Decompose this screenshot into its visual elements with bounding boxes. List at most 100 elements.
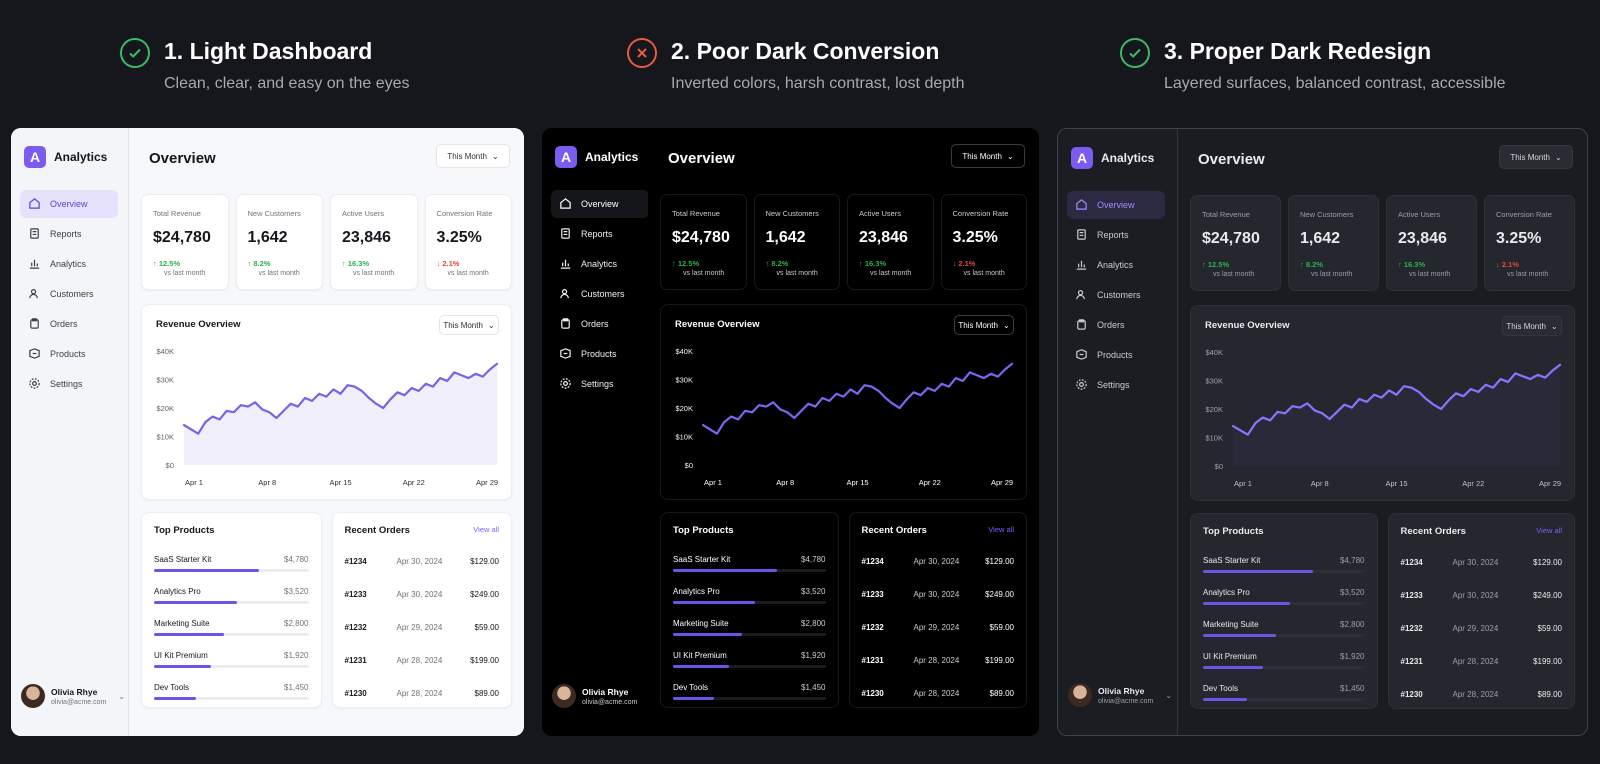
sidebar-item-overview[interactable]: Overview: [20, 190, 118, 218]
product-row[interactable]: Marketing Suite $2,800: [673, 619, 826, 651]
sidebar-item-settings[interactable]: Settings: [20, 370, 118, 398]
product-row[interactable]: Analytics Pro $3,520: [154, 587, 309, 619]
sidebar-item-analytics[interactable]: Analytics: [20, 250, 118, 278]
chevron-down-icon: ⌄: [1006, 151, 1014, 161]
logo-text: Analytics: [54, 150, 108, 164]
app-logo[interactable]: A Analytics: [555, 146, 638, 168]
product-row[interactable]: Marketing Suite $2,800: [1203, 620, 1365, 652]
sidebar-item-reports[interactable]: Reports: [1067, 221, 1165, 249]
x-tick-label: Apr 22: [403, 478, 425, 487]
sidebar-item-orders[interactable]: Orders: [551, 310, 649, 338]
product-name: Analytics Pro: [154, 587, 201, 596]
users-icon: [1075, 288, 1088, 303]
product-row[interactable]: SaaS Starter Kit $4,780: [154, 555, 309, 587]
order-row[interactable]: #1232 Apr 29, 2024 $59.00: [1401, 624, 1563, 657]
stat-comparison: vs last month: [963, 270, 1005, 277]
order-date: Apr 29, 2024: [913, 623, 960, 632]
user-name: Olivia Rhye: [1098, 685, 1145, 696]
view-all-link[interactable]: View all: [1536, 526, 1562, 535]
order-row[interactable]: #1234 Apr 30, 2024 $129.00: [1401, 558, 1563, 591]
order-row[interactable]: #1231 Apr 28, 2024 $199.00: [1401, 657, 1563, 690]
chevron-down-icon[interactable]: ⌄: [118, 691, 126, 701]
y-tick-label: $20K: [156, 404, 174, 413]
sidebar-item-label: Products: [581, 349, 617, 359]
order-row[interactable]: #1230 Apr 28, 2024 $89.00: [345, 689, 500, 722]
product-row[interactable]: Analytics Pro $3,520: [1203, 588, 1365, 620]
stat-value: 3.25%: [1496, 230, 1542, 247]
period-dropdown[interactable]: This Month ⌄: [436, 144, 510, 168]
app-logo[interactable]: A Analytics: [1071, 147, 1154, 169]
product-value: $2,800: [1340, 620, 1365, 629]
sidebar-item-orders[interactable]: Orders: [1067, 311, 1165, 339]
order-row[interactable]: #1234 Apr 30, 2024 $129.00: [345, 557, 500, 590]
sidebar-item-customers[interactable]: Customers: [1067, 281, 1165, 309]
stat-value: 23,846: [342, 229, 391, 246]
order-id: #1234: [1400, 558, 1423, 567]
chart-period-dropdown[interactable]: This Month ⌄: [954, 315, 1014, 335]
view-all-link[interactable]: View all: [988, 525, 1014, 534]
stat-card: New Customers 1,642 ↑ 8.2% vs last month: [1288, 195, 1379, 291]
sidebar-item-analytics[interactable]: Analytics: [551, 250, 649, 278]
user-profile[interactable]: Olivia Rhye olivia@acme.com ⌄: [552, 684, 656, 708]
sidebar-item-settings[interactable]: Settings: [551, 370, 649, 398]
product-row[interactable]: Marketing Suite $2,800: [154, 619, 309, 651]
order-row[interactable]: #1231 Apr 28, 2024 $199.00: [345, 656, 500, 689]
product-bar-fill: [1203, 602, 1291, 605]
order-row[interactable]: #1230 Apr 28, 2024 $89.00: [862, 689, 1015, 722]
column-subtitle: Inverted colors, harsh contrast, lost de…: [671, 75, 965, 92]
product-value: $1,450: [284, 683, 309, 692]
product-row[interactable]: SaaS Starter Kit $4,780: [1203, 556, 1365, 588]
product-row[interactable]: Dev Tools $1,450: [154, 683, 309, 715]
sidebar-item-customers[interactable]: Customers: [20, 280, 118, 308]
sidebar-item-analytics[interactable]: Analytics: [1067, 251, 1165, 279]
product-row[interactable]: Analytics Pro $3,520: [673, 587, 826, 619]
order-row[interactable]: #1231 Apr 28, 2024 $199.00: [862, 656, 1015, 689]
sidebar: A Analytics Overview Reports Analytics C…: [11, 128, 129, 736]
chevron-down-icon[interactable]: ⌄: [1165, 690, 1173, 700]
user-profile[interactable]: Olivia Rhye olivia@acme.com ⌄: [21, 684, 125, 708]
stat-card: New Customers 1,642 ↑ 8.2% vs last month: [235, 194, 323, 290]
logo-mark: A: [555, 146, 577, 168]
users-icon: [559, 287, 572, 302]
order-row[interactable]: #1233 Apr 30, 2024 $249.00: [345, 590, 500, 623]
period-dropdown[interactable]: This Month ⌄: [1499, 145, 1573, 169]
product-row[interactable]: Dev Tools $1,450: [673, 683, 826, 715]
product-row[interactable]: Dev Tools $1,450: [1203, 684, 1365, 716]
sidebar-item-customers[interactable]: Customers: [551, 280, 649, 308]
order-row[interactable]: #1233 Apr 30, 2024 $249.00: [1401, 591, 1563, 624]
stat-card: Total Revenue $24,780 ↑ 12.5% vs last mo…: [660, 194, 747, 290]
sidebar-item-orders[interactable]: Orders: [20, 310, 118, 338]
user-profile[interactable]: Olivia Rhye olivia@acme.com ⌄: [1068, 683, 1172, 707]
column-header-1: 1. Light Dashboard Clean, clear, and easy…: [120, 36, 410, 93]
order-row[interactable]: #1234 Apr 30, 2024 $129.00: [862, 557, 1015, 590]
sidebar-item-products[interactable]: Products: [551, 340, 649, 368]
order-row[interactable]: #1233 Apr 30, 2024 $249.00: [862, 590, 1015, 623]
order-amount: $249.00: [470, 590, 499, 599]
sidebar-item-reports[interactable]: Reports: [20, 220, 118, 248]
stat-comparison: vs last month: [1507, 271, 1549, 278]
revenue-chart: Revenue Overview This Month ⌄ $0 $10K $20K $…: [141, 304, 512, 500]
order-row[interactable]: #1232 Apr 29, 2024 $59.00: [345, 623, 500, 656]
sidebar-item-reports[interactable]: Reports: [551, 220, 649, 248]
product-row[interactable]: UI Kit Premium $1,920: [154, 651, 309, 683]
sidebar-item-products[interactable]: Products: [1067, 341, 1165, 369]
y-tick-label: $30K: [675, 376, 693, 385]
app-logo[interactable]: A Analytics: [24, 146, 107, 168]
order-row[interactable]: #1232 Apr 29, 2024 $59.00: [862, 623, 1015, 656]
period-dropdown[interactable]: This Month ⌄: [951, 144, 1025, 168]
order-row[interactable]: #1230 Apr 28, 2024 $89.00: [1401, 690, 1563, 723]
chart-period-dropdown[interactable]: This Month ⌄: [439, 315, 499, 335]
product-row[interactable]: SaaS Starter Kit $4,780: [673, 555, 826, 587]
sidebar-item-products[interactable]: Products: [20, 340, 118, 368]
sidebar-item-overview[interactable]: Overview: [551, 190, 649, 218]
chart-period-dropdown[interactable]: This Month ⌄: [1502, 316, 1562, 336]
view-all-link[interactable]: View all: [473, 525, 499, 534]
product-name: Dev Tools: [154, 683, 189, 692]
sidebar-item-settings[interactable]: Settings: [1067, 371, 1165, 399]
product-row[interactable]: UI Kit Premium $1,920: [673, 651, 826, 683]
recent-orders-card: Recent Orders View all #1234 Apr 30, 202…: [848, 512, 1027, 708]
sidebar-item-label: Products: [1097, 350, 1133, 360]
order-amount: $59.00: [989, 623, 1014, 632]
sidebar-item-overview[interactable]: Overview: [1067, 191, 1165, 219]
product-row[interactable]: UI Kit Premium $1,920: [1203, 652, 1365, 684]
